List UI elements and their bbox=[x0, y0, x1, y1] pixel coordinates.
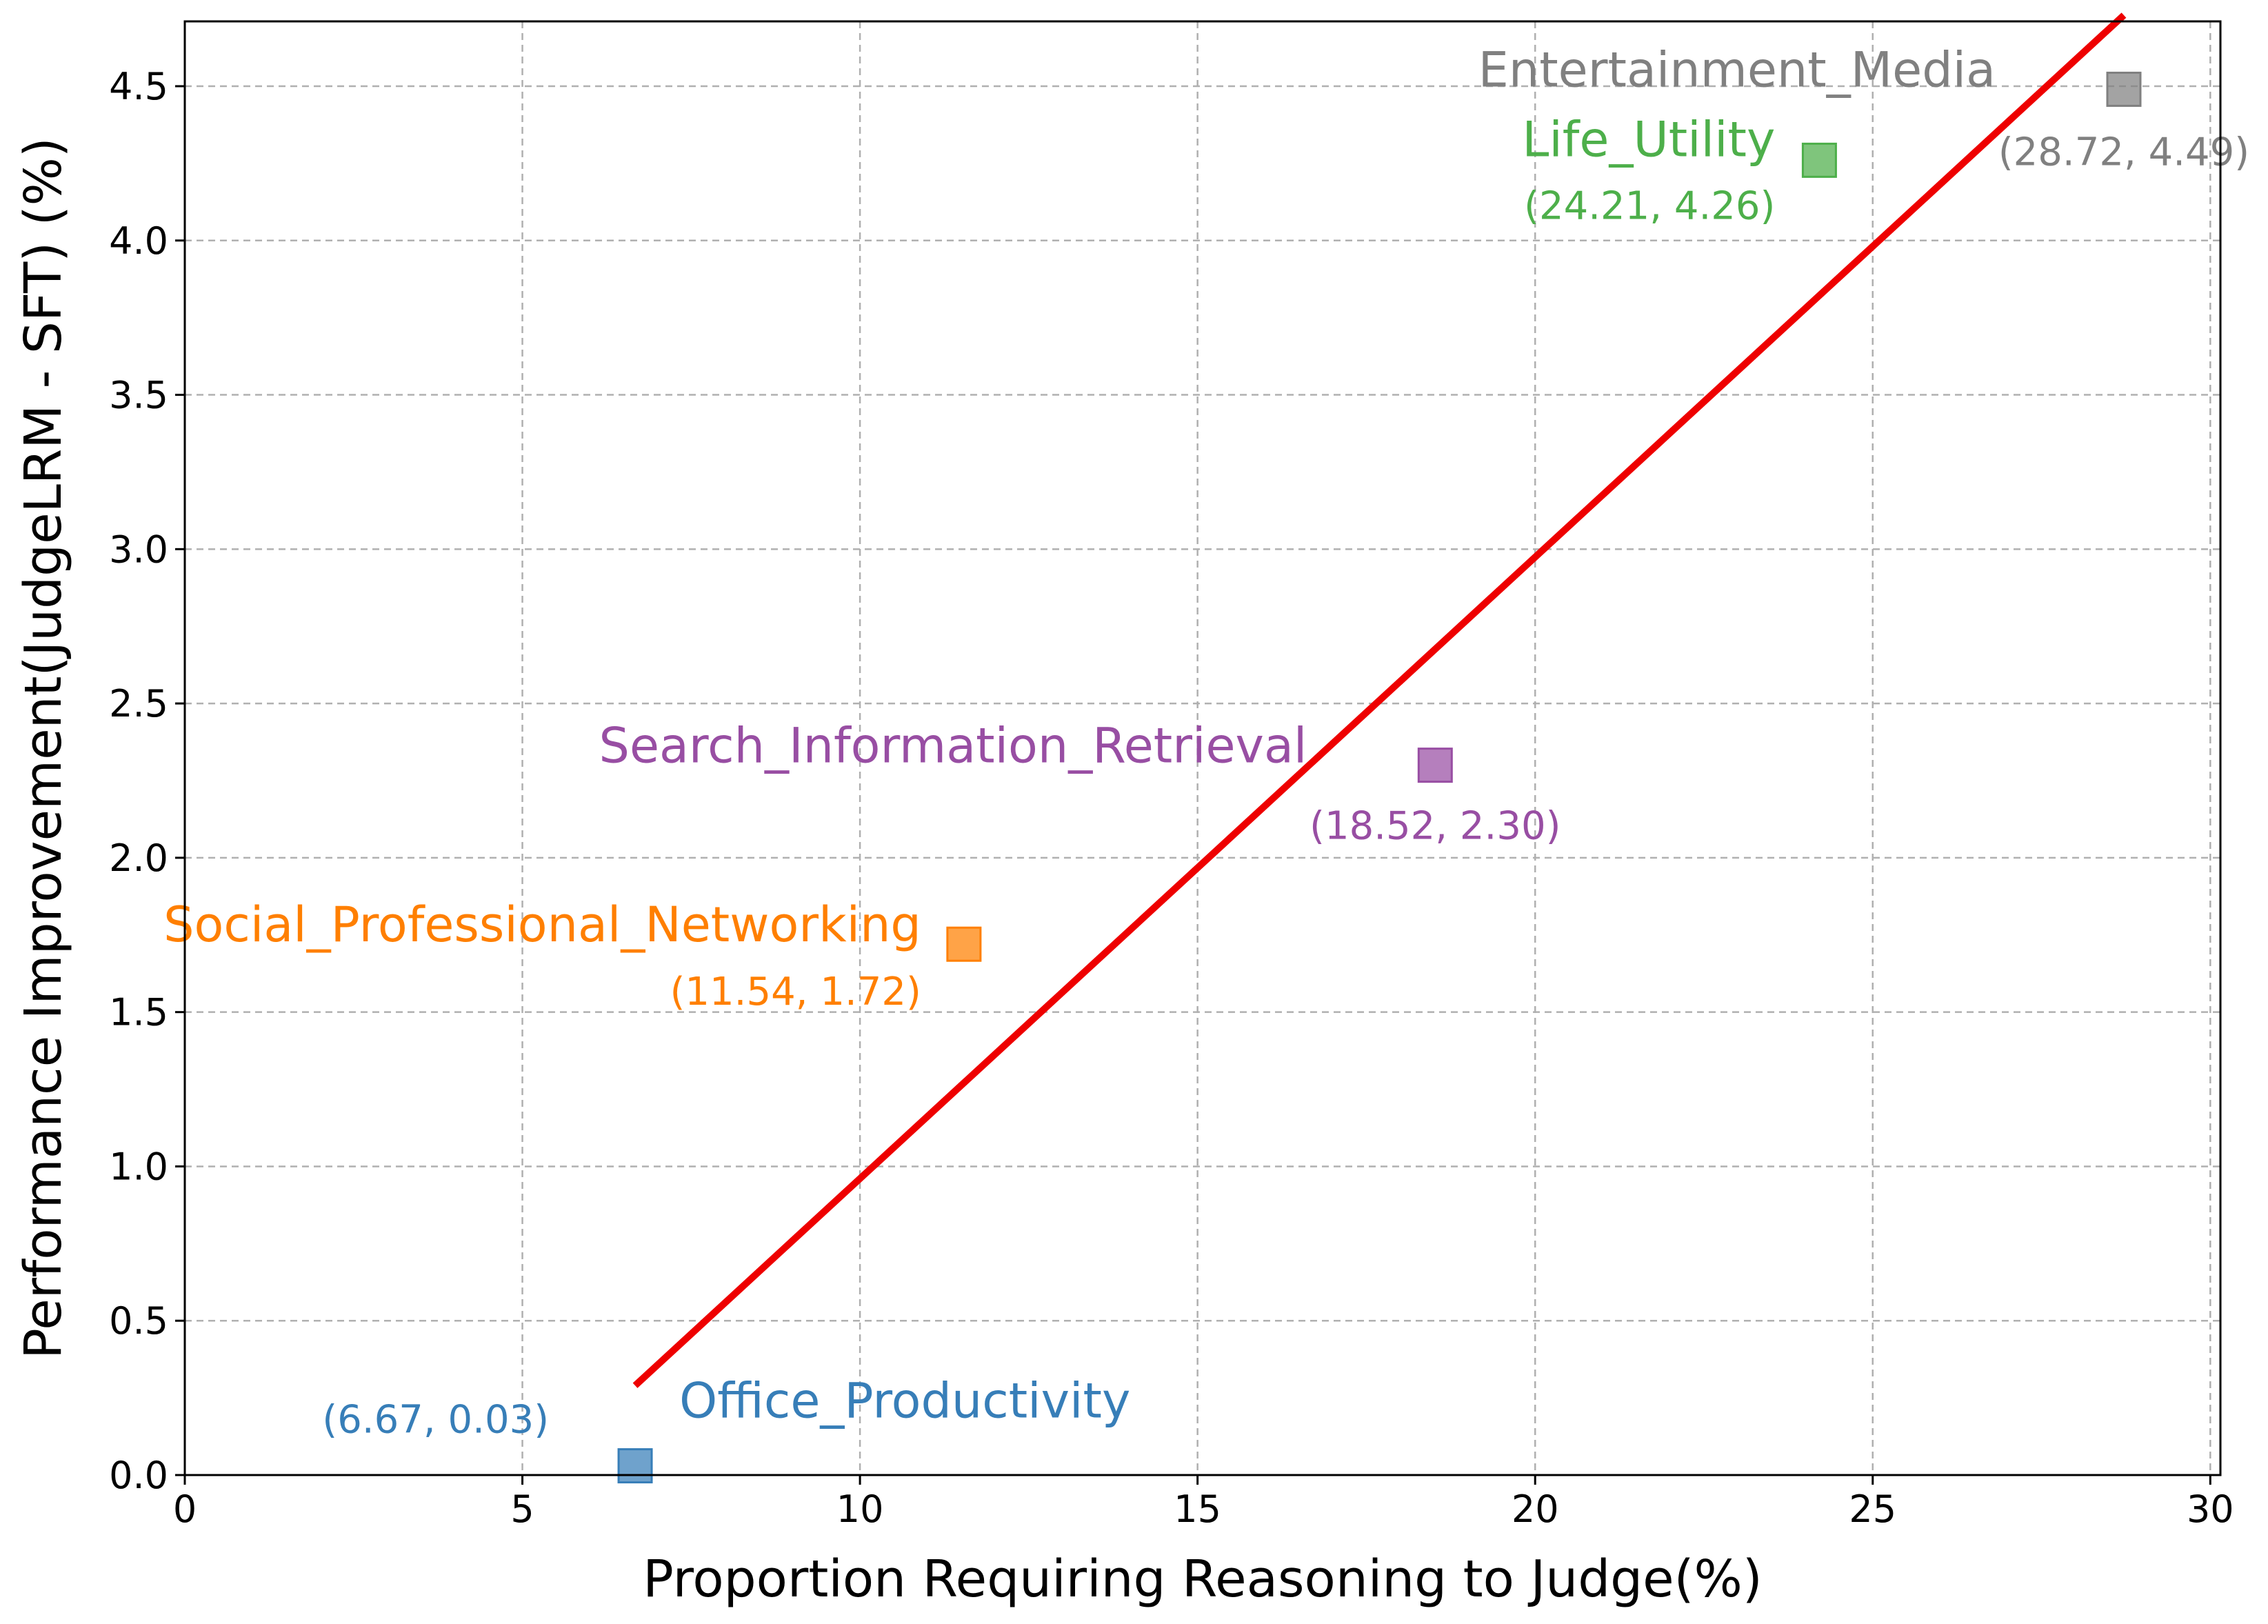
y-tick-label: 3.5 bbox=[109, 374, 168, 417]
data-point-marker bbox=[617, 1448, 653, 1484]
y-tick-label: 4.0 bbox=[109, 219, 168, 263]
point-coord-label: (11.54, 1.72) bbox=[670, 970, 921, 1014]
y-tick-label: 0.5 bbox=[109, 1299, 168, 1343]
data-point-marker bbox=[1801, 142, 1837, 178]
x-tick-label: 25 bbox=[1849, 1487, 1896, 1531]
x-tick-label: 30 bbox=[2187, 1487, 2234, 1531]
y-axis-ticks: 0.0 0.5 1.0 1.5 2.0 2.5 3.0 3.5 4.0 4.5 bbox=[109, 65, 185, 1497]
x-tick-label: 0 bbox=[173, 1487, 197, 1531]
y-tick-label: 0.0 bbox=[109, 1454, 168, 1497]
x-tick-label: 20 bbox=[1512, 1487, 1559, 1531]
y-tick-label: 2.5 bbox=[109, 682, 168, 725]
x-axis-title: Proportion Requiring Reasoning to Judge(… bbox=[643, 1550, 1762, 1609]
point-coord-label: (28.72, 4.49) bbox=[1998, 130, 2249, 174]
y-tick-label: 3.0 bbox=[109, 528, 168, 571]
grid-lines bbox=[183, 21, 2220, 1476]
point-name-label: Entertainment_Media bbox=[1478, 41, 1996, 98]
trend-line bbox=[632, 12, 2127, 1388]
y-tick-label: 1.0 bbox=[109, 1145, 168, 1188]
data-point-marker bbox=[1417, 748, 1453, 783]
x-tick-label: 5 bbox=[510, 1487, 534, 1531]
y-axis-title: Performance Improvement(JudgeLRM - SFT) … bbox=[14, 137, 73, 1359]
plot-frame bbox=[183, 20, 2222, 1476]
y-tick-label: 1.5 bbox=[109, 991, 168, 1034]
data-points bbox=[617, 71, 2142, 1484]
x-axis-ticks: 0 5 10 15 20 25 30 bbox=[173, 1475, 2234, 1531]
point-name-label: Search_Information_Retrieval bbox=[599, 718, 1307, 774]
point-coord-label: (24.21, 4.26) bbox=[1524, 183, 1775, 228]
x-tick-label: 10 bbox=[836, 1487, 884, 1531]
point-name-label: Office_Productivity bbox=[679, 1373, 1130, 1430]
y-tick-label: 4.5 bbox=[109, 65, 168, 108]
trend-line-layer bbox=[632, 12, 2127, 1388]
point-name-label: Social_Professional_Networking bbox=[163, 896, 921, 953]
y-tick-label: 2.0 bbox=[109, 836, 168, 880]
point-coord-label: (18.52, 2.30) bbox=[1309, 804, 1560, 849]
point-labels: Office_Productivity (6.67, 0.03) Social_Pr… bbox=[163, 41, 2249, 1442]
x-tick-label: 15 bbox=[1174, 1487, 1221, 1531]
data-point-marker bbox=[946, 926, 982, 962]
data-point-marker bbox=[2106, 71, 2142, 107]
point-name-label: Life_Utility bbox=[1522, 111, 1775, 168]
point-coord-label: (6.67, 0.03) bbox=[322, 1398, 549, 1443]
